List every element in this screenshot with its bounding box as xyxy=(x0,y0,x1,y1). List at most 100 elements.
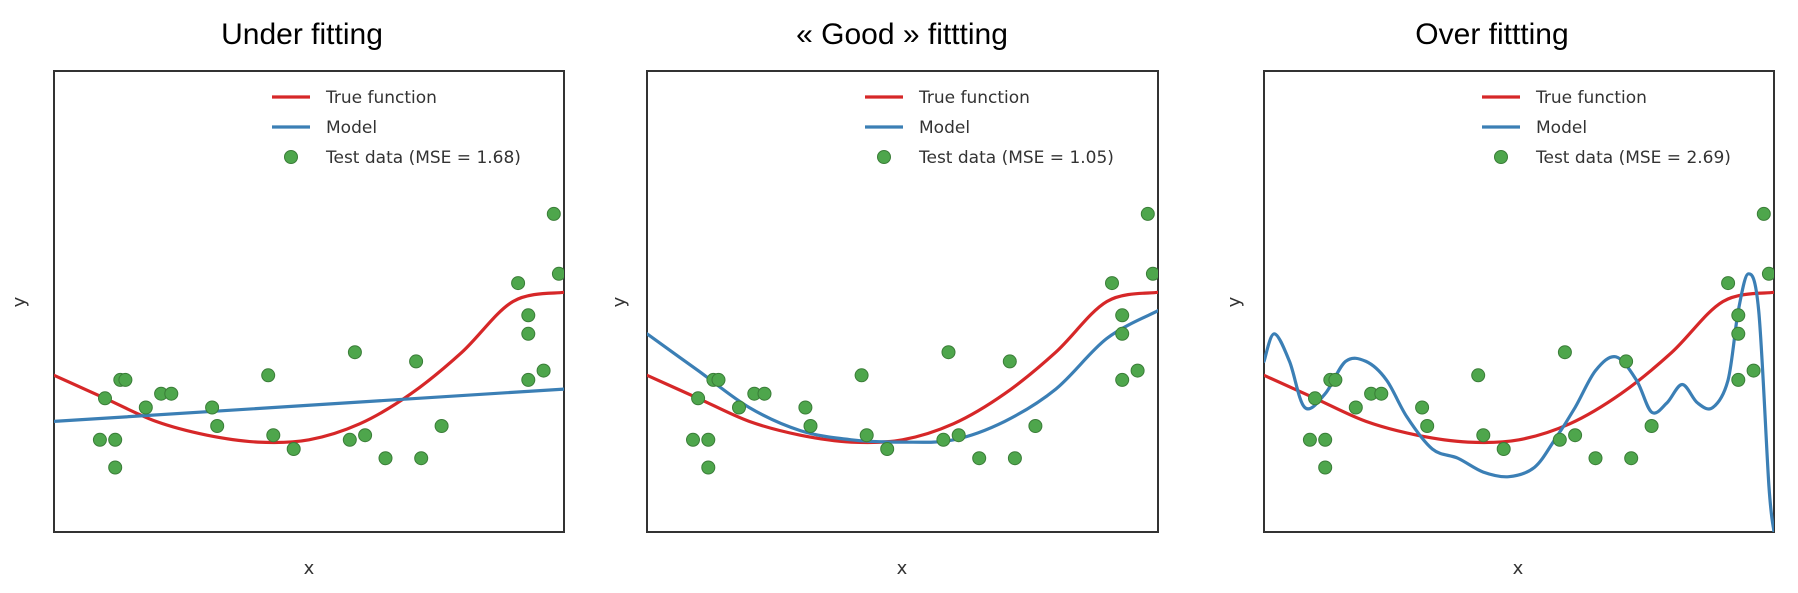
test-data-point xyxy=(1416,401,1429,414)
test-data-point xyxy=(1477,429,1490,442)
test-data-point xyxy=(1569,429,1582,442)
legend-swatch-test-data xyxy=(878,151,891,164)
test-data-point xyxy=(522,327,535,340)
test-data-point xyxy=(537,364,550,377)
legend-label: Test data (MSE = 1.68) xyxy=(325,148,521,168)
legend-label: True function xyxy=(1535,88,1647,108)
test-data-point xyxy=(1131,364,1144,377)
test-data-point xyxy=(733,401,746,414)
test-data-point xyxy=(1589,452,1602,465)
test-data-point xyxy=(267,429,280,442)
test-data-point xyxy=(799,401,812,414)
test-data-point xyxy=(211,420,224,433)
panel-title: Over fittting xyxy=(1415,18,1568,51)
test-data-point xyxy=(1620,355,1633,368)
plot-frame xyxy=(647,71,1158,532)
plot-frame xyxy=(1264,71,1774,532)
test-data-point xyxy=(99,392,112,405)
x-axis-label: x xyxy=(897,558,908,579)
test-data-point xyxy=(379,452,392,465)
test-data-point xyxy=(860,429,873,442)
test-data-point xyxy=(262,369,275,382)
x-axis-label: x xyxy=(1513,558,1524,579)
test-data-point xyxy=(1762,267,1775,280)
test-data-point xyxy=(702,433,715,446)
test-data-point xyxy=(522,373,535,386)
test-data-point xyxy=(1303,433,1316,446)
test-data-point xyxy=(93,433,106,446)
test-data-point xyxy=(410,355,423,368)
test-data-point xyxy=(952,429,965,442)
x-axis-label: x xyxy=(304,558,315,579)
y-axis-label: y xyxy=(609,296,630,307)
panel-under-fitting: Under fitting True function Model Test dat… xyxy=(9,18,565,579)
panel-good-fitting: « Good » fittting True function Model Test… xyxy=(609,18,1159,579)
test-data-point xyxy=(1319,461,1332,474)
test-data-point xyxy=(1106,277,1119,290)
test-data-point xyxy=(1747,364,1760,377)
test-data-point xyxy=(1116,309,1129,322)
test-data-point xyxy=(687,433,700,446)
test-data-point xyxy=(1732,309,1745,322)
test-data-point xyxy=(1497,443,1510,456)
test-data-point xyxy=(139,401,152,414)
test-data-point xyxy=(1309,392,1322,405)
test-data-point xyxy=(1553,433,1566,446)
test-data-point xyxy=(1319,433,1332,446)
test-data-point xyxy=(1375,387,1388,400)
test-data-point xyxy=(552,267,565,280)
test-data-point xyxy=(1421,420,1434,433)
test-data-point xyxy=(1116,373,1129,386)
test-data-point xyxy=(1003,355,1016,368)
test-data-point xyxy=(165,387,178,400)
legend-label: True function xyxy=(325,88,437,108)
test-data-point xyxy=(512,277,525,290)
y-axis-label: y xyxy=(1224,296,1245,307)
y-axis-label: y xyxy=(9,296,30,307)
test-data-point xyxy=(287,443,300,456)
test-data-point xyxy=(1329,373,1342,386)
legend-label: Test data (MSE = 2.69) xyxy=(1535,148,1731,168)
test-data-point xyxy=(1722,277,1735,290)
test-data-point xyxy=(758,387,771,400)
test-data-point xyxy=(1008,452,1021,465)
panel-over-fitting: Over fittting True function Model Test dat… xyxy=(1224,18,1775,579)
test-data-point xyxy=(702,461,715,474)
plot-frame xyxy=(54,71,564,532)
test-data-point xyxy=(1141,207,1154,220)
test-data-point xyxy=(1146,267,1159,280)
test-data-point xyxy=(359,429,372,442)
legend-label: True function xyxy=(918,88,1030,108)
test-data-point xyxy=(1732,327,1745,340)
test-data-point xyxy=(1472,369,1485,382)
legend-swatch-test-data xyxy=(285,151,298,164)
test-data-point xyxy=(881,443,894,456)
legend-label: Test data (MSE = 1.05) xyxy=(918,148,1114,168)
test-data-point xyxy=(855,369,868,382)
test-data-point xyxy=(1116,327,1129,340)
test-data-point xyxy=(1625,452,1638,465)
test-data-point xyxy=(942,346,955,359)
test-data-point xyxy=(973,452,986,465)
test-data-point xyxy=(206,401,219,414)
test-data-point xyxy=(692,392,705,405)
test-data-point xyxy=(1757,207,1770,220)
test-data-point xyxy=(1349,401,1362,414)
test-data-point xyxy=(522,309,535,322)
test-data-point xyxy=(348,346,361,359)
test-data-point xyxy=(119,373,132,386)
test-data-point xyxy=(1732,373,1745,386)
legend-label: Model xyxy=(1536,118,1587,138)
test-data-point xyxy=(109,433,122,446)
test-data-point xyxy=(343,433,356,446)
test-data-point xyxy=(1645,420,1658,433)
legend-label: Model xyxy=(326,118,377,138)
test-data-point xyxy=(937,433,950,446)
test-data-point xyxy=(804,420,817,433)
test-data-point xyxy=(1558,346,1571,359)
test-data-point xyxy=(1029,420,1042,433)
legend-swatch-test-data xyxy=(1495,151,1508,164)
test-data-point xyxy=(547,207,560,220)
panel-title: Under fitting xyxy=(221,18,383,51)
